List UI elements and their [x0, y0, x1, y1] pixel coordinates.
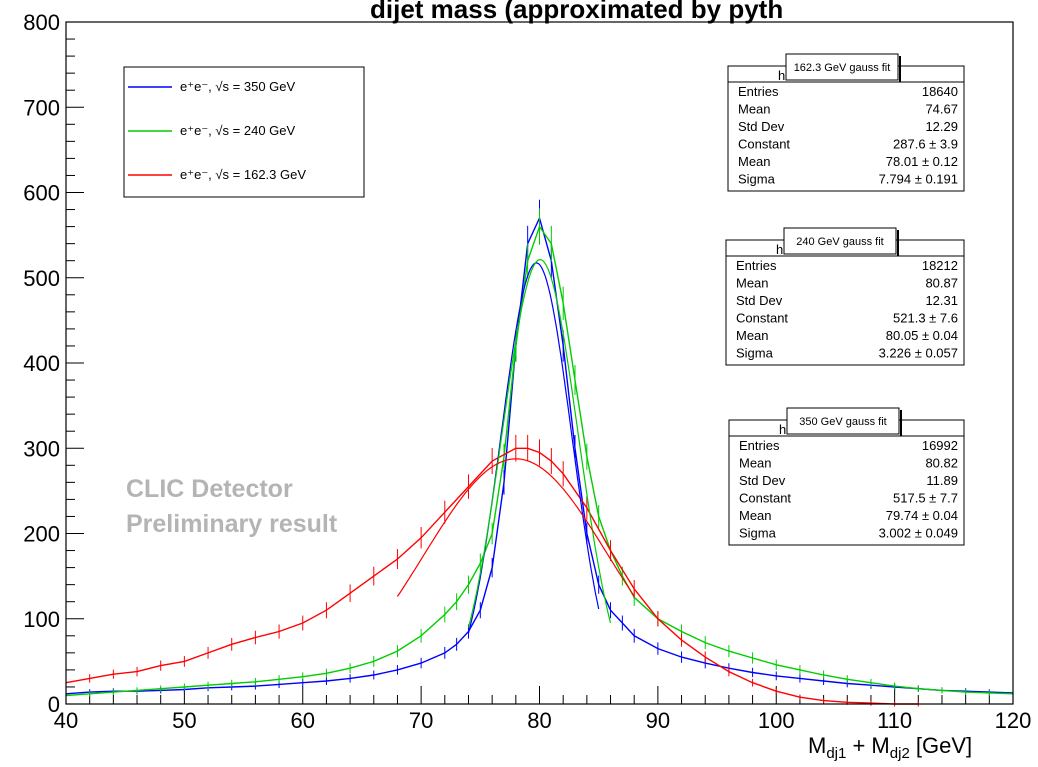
stat-box-2: h 350 GeV gauss fit Entries 16992 Mean 80.82 S… [728, 407, 965, 546]
legend-label-350: e⁺e⁻, √s = 350 GeV [180, 79, 296, 94]
x-tick-label: 110 [877, 708, 912, 733]
stat-row-value: 287.6 ± 3.9 [893, 137, 958, 152]
xlabel-sub2: dj2 [890, 745, 910, 762]
stat-box-title-frame [786, 407, 900, 435]
xlabel-m1: M [808, 733, 826, 758]
y-tick-label: 100 [23, 607, 60, 632]
stat-row-key: Mean [738, 102, 771, 117]
x-tick-label: 90 [646, 708, 670, 733]
stat-box-title: 240 GeV gauss fit [796, 236, 883, 248]
stat-row-key: Entries [738, 84, 779, 99]
stat-box-frame [728, 419, 965, 546]
stat-box-title: 350 GeV gauss fit [799, 416, 886, 428]
stat-row-value: 12.31 [925, 293, 958, 308]
y-tick-label: 800 [23, 10, 60, 35]
y-tick-label: 400 [23, 351, 60, 376]
chart-title: dijet mass (approximated by pyth [370, 0, 783, 24]
stat-row-key: Constant [738, 137, 790, 152]
stat-box-frame [727, 65, 965, 192]
stat-row-key: Sigma [736, 346, 774, 361]
y-tick-label: 600 [23, 181, 60, 206]
stat-box-tab: h [778, 68, 785, 83]
svg-text:Mdj1 + Mdj2 [GeV]: Mdj1 + Mdj2 [GeV] [808, 733, 972, 762]
stat-row-value: 3.226 ± 0.057 [879, 346, 958, 361]
xlabel-plus-m2: + M [846, 733, 889, 758]
series-layer [65, 199, 1014, 707]
fit-curves-layer [396, 258, 635, 634]
stat-row-key: Constant [739, 491, 791, 506]
stat-row-key: Mean [738, 154, 771, 169]
legend: e⁺e⁻, √s = 350 GeV e⁺e⁻, √s = 240 GeV e⁺… [123, 66, 365, 198]
watermark-line-1: CLIC Detector [126, 475, 293, 503]
stat-box-title-frame [783, 227, 897, 255]
stat-box-title-frame [785, 53, 899, 81]
x-tick-label: 120 [995, 708, 1032, 733]
stat-row-key: Entries [736, 258, 777, 273]
stat-row-key: Std Dev [736, 293, 783, 308]
stat-row-key: Std Dev [739, 473, 786, 488]
stat-row-value: 18212 [922, 258, 958, 273]
stat-row-key: Mean [739, 508, 772, 523]
stat-row-value: 80.05 ± 0.04 [886, 328, 958, 343]
stat-row-value: 7.794 ± 0.191 [879, 172, 958, 187]
stat-box-frame [725, 239, 965, 366]
watermark-line-2: Preliminary result [126, 510, 338, 538]
stat-row-key: Mean [736, 276, 769, 291]
legend-label-240: e⁺e⁻, √s = 240 GeV [180, 123, 296, 138]
stat-row-value: 80.82 [925, 456, 958, 471]
x-tick-label: 60 [291, 708, 315, 733]
stat-box-tab: h [776, 242, 783, 257]
stat-row-value: 80.87 [925, 276, 958, 291]
stat-row-value: 12.29 [925, 119, 958, 134]
stat-boxes: h 162.3 GeV gauss fit Entries 18640 Mean 74.6… [725, 53, 965, 546]
y-tick-label: 500 [23, 266, 60, 291]
stat-box-0: h 162.3 GeV gauss fit Entries 18640 Mean 74.6… [727, 53, 965, 192]
stat-row-value: 79.74 ± 0.04 [886, 508, 958, 523]
xlabel-unit: [GeV] [910, 733, 972, 758]
y-tick-label: 300 [23, 436, 60, 461]
stat-row-value: 16992 [922, 438, 958, 453]
stat-box-tab: h [779, 422, 786, 437]
legend-label-162: e⁺e⁻, √s = 162.3 GeV [180, 167, 306, 182]
x-tick-label: 50 [172, 708, 196, 733]
stat-row-key: Mean [739, 456, 772, 471]
stat-row-key: Sigma [739, 526, 777, 541]
stat-box-title: 162.3 GeV gauss fit [794, 62, 891, 74]
stat-row-key: Mean [736, 328, 769, 343]
stat-row-value: 11.89 [926, 473, 958, 488]
fit-curve-0 [467, 262, 600, 634]
stat-row-key: Std Dev [738, 119, 785, 134]
stat-row-value: 3.002 ± 0.049 [879, 526, 958, 541]
stat-row-value: 18640 [922, 84, 958, 99]
stat-row-key: Entries [739, 438, 780, 453]
fit-curve-1 [467, 258, 612, 628]
x-axis-label: Mdj1 + Mdj2 [GeV] [808, 733, 972, 762]
stat-row-value: 74.67 [925, 102, 958, 117]
fit-curve-2 [396, 458, 635, 597]
watermark: CLIC Detector Preliminary result [126, 475, 338, 538]
xlabel-sub1: dj1 [826, 745, 846, 762]
x-tick-label: 40 [54, 708, 78, 733]
stat-box-1: h 240 GeV gauss fit Entries 18212 Mean 80.87 S… [725, 227, 965, 366]
y-tick-label: 0 [48, 692, 60, 717]
stat-row-key: Sigma [738, 172, 776, 187]
plot-frame [65, 21, 1014, 705]
stat-row-value: 521.3 ± 7.6 [893, 311, 958, 326]
axes: 40 50 60 70 80 90 100 110 120 0 100 200 300 400 500 600… [23, 10, 1031, 733]
stat-row-value: 517.5 ± 7.7 [893, 491, 958, 506]
stat-row-key: Constant [736, 311, 788, 326]
x-tick-label: 80 [527, 708, 551, 733]
x-tick-label: 70 [409, 708, 433, 733]
x-tick-label: 100 [758, 708, 795, 733]
stat-row-value: 78.01 ± 0.12 [886, 154, 958, 169]
y-tick-label: 700 [23, 95, 60, 120]
y-tick-label: 200 [23, 522, 60, 547]
